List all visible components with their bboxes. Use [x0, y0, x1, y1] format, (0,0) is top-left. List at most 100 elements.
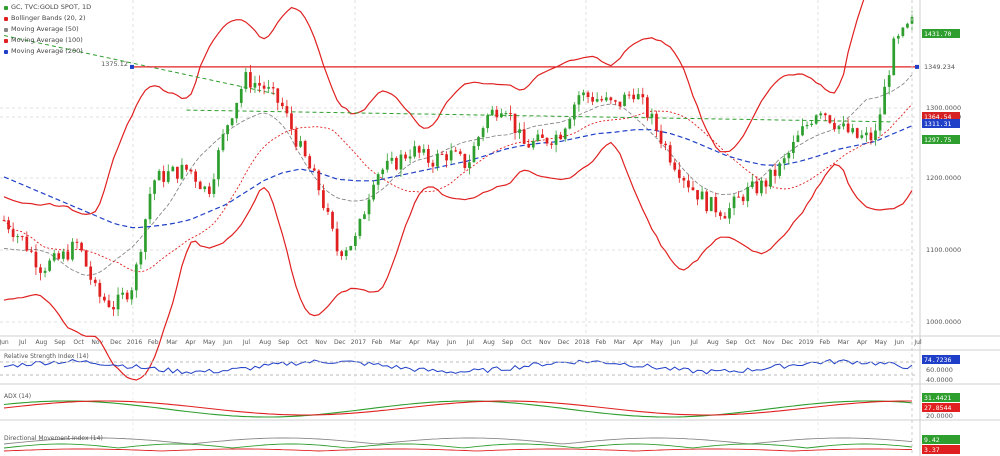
candle-body [490, 109, 494, 116]
ma-fast-line [3, 74, 913, 276]
candle-body [586, 92, 590, 98]
x-tick-label: Jun [670, 339, 681, 346]
candle-body [819, 113, 823, 116]
candle-body [837, 126, 841, 130]
x-tick-label: 2016 [127, 339, 142, 346]
candle-body [244, 72, 248, 89]
rsi-tag [922, 355, 960, 364]
x-tick-label: Dec [558, 339, 570, 346]
candle-body [239, 88, 243, 103]
candle-body [486, 115, 490, 129]
candle-body [650, 113, 654, 118]
x-tick-label: Mar [838, 339, 850, 346]
candle-body [709, 197, 713, 212]
candle-body [372, 184, 375, 200]
candle-body [349, 245, 353, 251]
candle-body [75, 241, 79, 243]
candle-body [468, 162, 471, 168]
candle-body [125, 292, 129, 300]
legend-ma1[interactable]: Moving Average (50) [4, 24, 91, 35]
x-tick-label: Sep [278, 339, 290, 346]
candle-body [276, 88, 280, 103]
candle-body [732, 196, 736, 209]
candle-body [139, 251, 143, 265]
price-tag [922, 135, 960, 144]
candle-body [93, 279, 97, 283]
candle-body [171, 166, 175, 172]
candle-body [509, 113, 512, 115]
candle-body [11, 229, 15, 237]
adx-tag [922, 403, 960, 412]
candle-body [144, 219, 147, 252]
price-tag-label: 1364.54 [924, 113, 951, 121]
candle-body [66, 251, 70, 260]
candle-body [787, 152, 791, 159]
candle-body [604, 97, 608, 101]
rsi-title: Relative Strength Index (14) [4, 353, 89, 360]
legend-main[interactable]: GC, TVC:GOLD SPOT, 1D [4, 2, 91, 13]
dmi-tag [922, 445, 960, 454]
candle-body [303, 141, 307, 157]
candle-body [207, 186, 211, 194]
candle-body [112, 307, 115, 310]
candle-body [436, 153, 439, 167]
candle-body [792, 141, 795, 153]
candle-body [682, 177, 686, 181]
legend-bollinger[interactable]: Bollinger Bands (20, 2) [4, 13, 91, 24]
candle-body [550, 143, 553, 145]
legend-bollinger-label: Bollinger Bands (20, 2) [11, 14, 86, 22]
candle-body [395, 157, 398, 170]
candle-body [84, 250, 88, 267]
candle-body [116, 294, 120, 310]
candle-body [431, 162, 435, 167]
candle-body [162, 171, 166, 182]
rsi-tick-label: 60.0000 [926, 366, 953, 374]
price-tag [922, 29, 960, 38]
legend-ma2[interactable]: Moving Average (100) [4, 35, 91, 46]
candle-body [103, 296, 106, 301]
legend-ma1-label: Moving Average (50) [11, 25, 79, 33]
candle-body [335, 228, 339, 252]
candle-body [499, 113, 503, 118]
candle-body [25, 236, 29, 251]
candle-body [728, 208, 731, 219]
candle-body [417, 146, 421, 153]
candle-body [426, 149, 430, 163]
candle-body [846, 123, 850, 133]
x-tick-label: May [874, 339, 887, 346]
candle-body [645, 97, 649, 118]
candle-body [449, 150, 453, 161]
legend-ma3[interactable]: Moving Average (200) [4, 46, 91, 57]
candle-body [664, 143, 667, 146]
candle-body [235, 102, 239, 119]
candle-body [718, 212, 722, 217]
resistance-anchor [130, 64, 134, 69]
x-tick-label: Apr [857, 339, 868, 346]
candle-body [577, 95, 581, 105]
candle-body [262, 85, 266, 89]
candle-body [696, 190, 699, 200]
candle-body [440, 153, 444, 155]
candle-body [896, 35, 900, 39]
candle-body [358, 219, 362, 236]
candle-body [874, 130, 877, 141]
price-tag [922, 119, 960, 128]
ma-slow-line [3, 125, 913, 229]
candle-body [778, 163, 782, 176]
candle-body [353, 235, 357, 246]
candle-body [591, 97, 594, 102]
candle-body [299, 141, 302, 147]
candle-body [226, 125, 229, 135]
candle-body [221, 134, 225, 151]
x-tick-label: Jul [690, 339, 699, 346]
candle-body [7, 220, 10, 230]
candle-body [527, 143, 531, 148]
candle-body [600, 99, 604, 101]
candle-body [750, 181, 754, 188]
candle-body [217, 150, 220, 180]
candle-body [189, 169, 193, 172]
candle-body [472, 146, 476, 163]
adx-tick-label: 20.0000 [926, 412, 953, 420]
